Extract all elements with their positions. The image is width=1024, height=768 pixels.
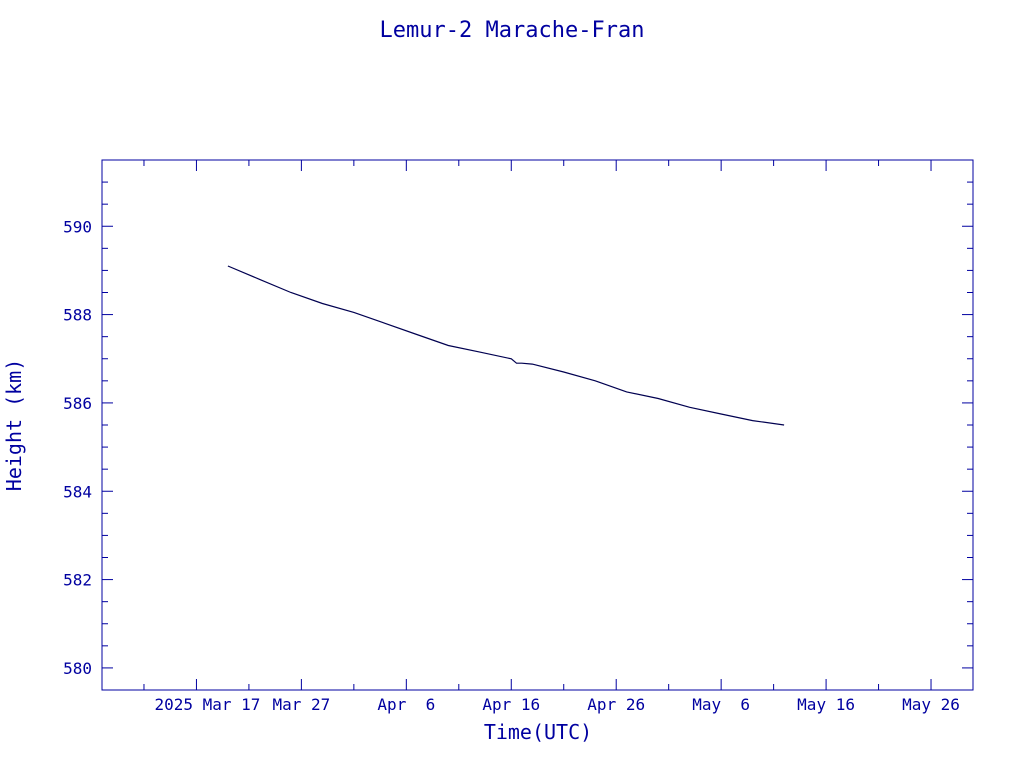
- x-tick-label: May 26: [902, 695, 960, 714]
- plot-frame: [101, 159, 974, 691]
- y-axis-label: Height (km): [2, 359, 26, 491]
- x-tick-label: May 16: [797, 695, 855, 714]
- series-line: [227, 265, 785, 426]
- y-tick-label: 590: [63, 217, 92, 236]
- y-tick-label: 582: [63, 571, 92, 590]
- x-tick-labels: 2025 Mar 17 Mar 27 Apr 6 Apr 16 Apr 26 May 6 M…: [154, 695, 959, 714]
- x-tick-label: Apr 6: [377, 695, 435, 714]
- y-tick-label: 584: [63, 482, 92, 501]
- x-tick-label: Apr 16: [482, 695, 540, 714]
- series-group: [227, 265, 785, 426]
- x-tick-label: Mar 27: [272, 695, 330, 714]
- y-tick-label: 588: [63, 306, 92, 325]
- axis-ticks: [102, 159, 973, 690]
- x-axis-label: Time(UTC): [484, 720, 592, 744]
- x-tick-label: May 6: [692, 695, 750, 714]
- chart-title: Lemur-2 Marache-Fran: [380, 18, 645, 43]
- y-tick-label: 580: [63, 659, 92, 678]
- x-tick-label: Apr 26: [587, 695, 645, 714]
- x-tick-label: 2025 Mar 17: [154, 695, 260, 714]
- y-tick-label: 586: [63, 394, 92, 413]
- y-tick-labels: 580 582 584 586 588 590: [63, 217, 92, 678]
